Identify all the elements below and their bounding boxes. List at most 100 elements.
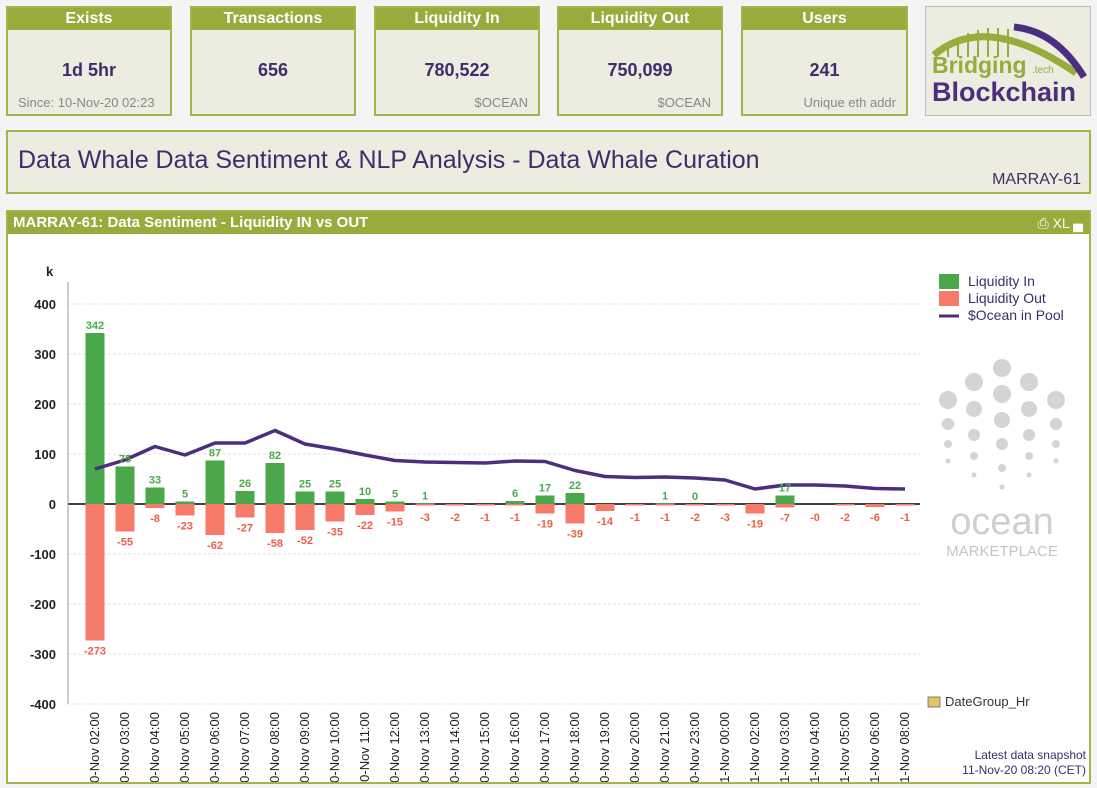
data-label-in: 0	[692, 491, 698, 503]
bar-liquidity-out[interactable]	[715, 504, 735, 506]
bar-liquidity-in[interactable]	[265, 463, 285, 504]
bar-liquidity-out[interactable]	[175, 504, 195, 516]
bar-liquidity-in[interactable]	[505, 501, 525, 504]
data-label-out: -2	[690, 512, 700, 524]
bar-liquidity-out[interactable]	[685, 504, 705, 506]
bar-liquidity-out[interactable]	[265, 504, 285, 533]
bar-liquidity-out[interactable]	[745, 504, 765, 514]
bar-liquidity-in[interactable]	[85, 333, 105, 504]
ocean-logo-dot	[945, 458, 951, 464]
legend-liquidity-in: Liquidity In	[968, 273, 1035, 289]
x-tick-label: 10-Nov 04:00	[147, 712, 162, 782]
ocean-logo-dot	[966, 401, 982, 417]
y-tick-label: 200	[34, 397, 56, 412]
kpi-liquidity-in: Liquidity In 780,522 $OCEAN	[374, 6, 540, 116]
y-tick-label: -300	[30, 647, 56, 662]
minimize-icon[interactable]: ▄	[1073, 215, 1083, 231]
data-label-in: 6	[512, 488, 518, 500]
x-tick-label: 10-Nov 06:00	[207, 712, 222, 782]
x-tick-label: 10-Nov 03:00	[117, 712, 132, 782]
bar-liquidity-out[interactable]	[625, 504, 645, 506]
data-label-out: -62	[207, 540, 223, 552]
x-tick-label: 10-Nov 20:00	[627, 712, 642, 782]
bar-liquidity-out[interactable]	[895, 504, 915, 506]
bar-liquidity-in[interactable]	[235, 491, 255, 504]
ocean-logo-dot	[999, 484, 1005, 490]
bar-liquidity-in[interactable]	[205, 460, 225, 505]
dimension-icon	[927, 696, 941, 708]
bar-liquidity-out[interactable]	[385, 504, 405, 512]
data-label-out: -1	[480, 512, 490, 524]
bar-liquidity-out[interactable]	[775, 504, 795, 508]
data-label-in: 87	[209, 448, 221, 460]
asset-code: MARRAY-61	[992, 171, 1081, 188]
bar-liquidity-in[interactable]	[115, 466, 135, 505]
y-tick-label: -100	[30, 547, 56, 562]
bar-liquidity-out[interactable]	[115, 504, 135, 532]
bar-liquidity-out[interactable]	[145, 504, 165, 508]
x-tick-label: 10-Nov 12:00	[387, 712, 402, 782]
data-label-out: -3	[720, 512, 730, 524]
bar-liquidity-out[interactable]	[565, 504, 585, 524]
bar-liquidity-out[interactable]	[205, 504, 225, 535]
ocean-logo-dot	[1053, 458, 1059, 464]
ocean-logo-dot	[994, 412, 1010, 428]
bar-liquidity-out[interactable]	[235, 504, 255, 518]
bar-liquidity-in[interactable]	[295, 491, 315, 505]
bar-liquidity-out[interactable]	[355, 504, 375, 515]
data-label-in: 26	[239, 478, 251, 490]
ocean-logo-dot	[998, 464, 1006, 472]
x-tick-label: 11-Nov 02:00	[747, 712, 762, 782]
x-tick-label: 10-Nov 07:00	[237, 712, 252, 782]
x-tick-label: 10-Nov 18:00	[567, 712, 582, 782]
bar-liquidity-out[interactable]	[445, 504, 465, 506]
data-label-out: -6	[870, 512, 880, 524]
bar-liquidity-out[interactable]	[535, 504, 555, 514]
data-label-in: 5	[182, 489, 188, 501]
bar-liquidity-out[interactable]	[415, 504, 435, 506]
x-tick-label: 10-Nov 16:00	[507, 712, 522, 782]
bar-liquidity-out[interactable]	[835, 504, 855, 506]
chart-area: 342-27375-5533-85-2387-6226-2782-5825-52…	[30, 264, 1087, 788]
data-label-in: 75	[119, 454, 131, 466]
bar-liquidity-in[interactable]	[385, 501, 405, 505]
data-label-out: -1	[660, 512, 670, 524]
data-label-out: -1	[900, 512, 910, 524]
bar-liquidity-in[interactable]	[175, 501, 195, 505]
bridging-blockchain-logo: Bridging .tech Blockchain	[925, 6, 1091, 116]
series-line-ocean-in-pool[interactable]	[94, 428, 906, 491]
y-tick-label: -200	[30, 597, 56, 612]
bar-liquidity-in[interactable]	[565, 493, 585, 504]
bar-liquidity-in[interactable]	[775, 495, 795, 505]
bar-liquidity-in[interactable]	[145, 487, 165, 505]
bar-liquidity-out[interactable]	[505, 504, 525, 506]
bar-liquidity-in[interactable]	[325, 491, 345, 505]
bar-liquidity-out[interactable]	[325, 504, 345, 522]
bar-liquidity-in[interactable]	[355, 499, 375, 504]
ocean-logo-dot	[993, 359, 1011, 377]
print-icon[interactable]: ⎙	[1037, 215, 1049, 231]
bar-liquidity-out[interactable]	[475, 504, 495, 506]
dimension-selector[interactable]: DateGroup_Hr	[927, 694, 1030, 709]
data-label-out: -35	[327, 527, 343, 539]
ocean-logo-dot	[1020, 373, 1038, 391]
dimension-label: DateGroup_Hr	[945, 694, 1030, 709]
bar-liquidity-out[interactable]	[655, 504, 675, 506]
x-tick-label: 10-Nov 15:00	[477, 712, 492, 782]
y-axis-unit: k	[46, 264, 54, 279]
x-tick-label: 10-Nov 10:00	[327, 712, 342, 782]
ocean-logo-dot	[1050, 418, 1062, 430]
snapshot-line1: Latest data snapshot	[975, 748, 1087, 762]
x-tick-label: 11-Nov 03:00	[777, 712, 792, 782]
x-tick-label: 10-Nov 08:00	[267, 712, 282, 782]
bar-liquidity-out[interactable]	[85, 504, 105, 641]
y-tick-label: 400	[34, 297, 56, 312]
kpi-liquidity-out: Liquidity Out 750,099 $OCEAN	[557, 6, 723, 116]
bar-liquidity-out[interactable]	[295, 504, 315, 530]
bar-liquidity-out[interactable]	[595, 504, 615, 511]
data-label-out: -52	[297, 535, 313, 547]
bar-liquidity-out[interactable]	[865, 504, 885, 507]
bar-liquidity-in[interactable]	[535, 495, 555, 505]
xl-export-button[interactable]: XL	[1052, 215, 1070, 231]
x-tick-label: 11-Nov 05:00	[837, 712, 852, 782]
